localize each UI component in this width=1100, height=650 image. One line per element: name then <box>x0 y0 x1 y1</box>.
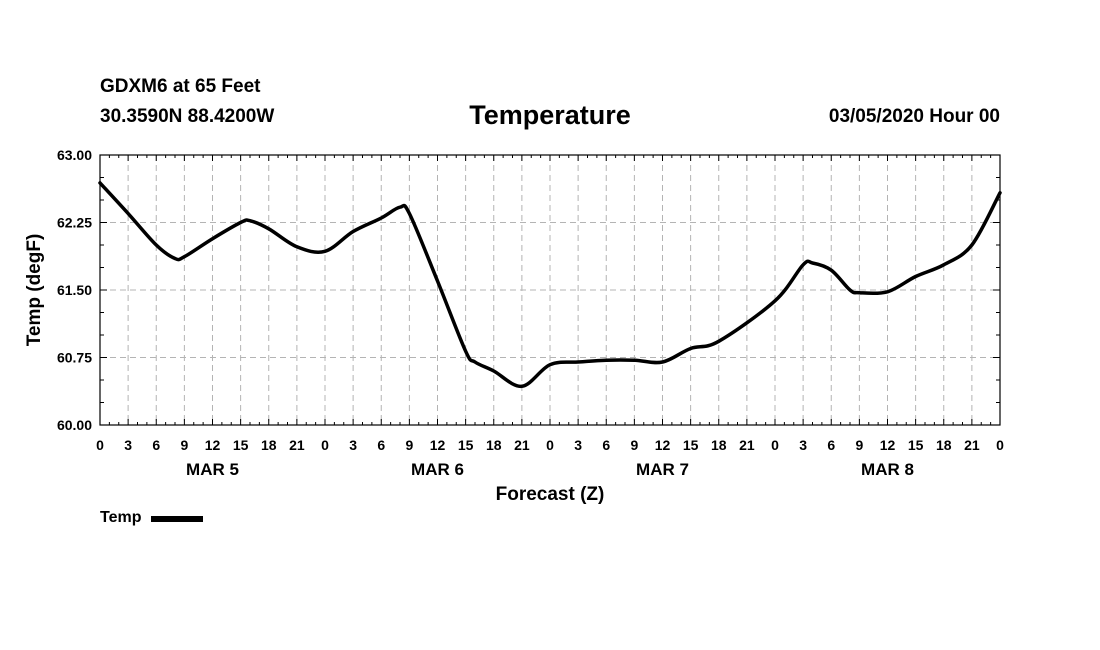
x-tick-label: 21 <box>289 437 305 453</box>
x-tick-label: 6 <box>827 437 835 453</box>
x-tick-label: 3 <box>124 437 132 453</box>
x-tick-label: 18 <box>261 437 277 453</box>
forecast-date-label: 03/05/2020 Hour 00 <box>828 106 1000 127</box>
x-tick-label: 15 <box>683 437 699 453</box>
station-label: GDXM6 at 65 Feet <box>100 76 261 97</box>
x-tick-labels: 0 3 6 9 12 15 18 21 0 3 6 9 12 15 18 21 0 3 6 9 12 15 18 21 0 3 6 9… <box>96 437 1004 453</box>
x-tick-label: 18 <box>711 437 727 453</box>
x-tick-label: 0 <box>546 437 554 453</box>
x-tick-label: 12 <box>205 437 221 453</box>
grid-lines <box>100 155 1000 425</box>
x-tick-label: 21 <box>964 437 980 453</box>
y-tick-label: 62.25 <box>57 215 92 231</box>
day-label: MAR 6 <box>411 460 464 479</box>
x-tick-label: 6 <box>152 437 160 453</box>
y-tick-label: 63.00 <box>57 147 92 163</box>
legend: Temp <box>100 509 204 527</box>
x-tick-label: 9 <box>855 437 863 453</box>
day-label: MAR 5 <box>186 460 239 479</box>
x-tick-label: 3 <box>799 437 807 453</box>
chart-title: Temperature <box>469 100 631 130</box>
day-labels: MAR 5 MAR 6 MAR 7 MAR 8 <box>186 460 914 479</box>
legend-label: Temp <box>100 509 142 526</box>
x-tick-label: 0 <box>771 437 779 453</box>
y-axis-label: Temp (degF) <box>24 234 45 347</box>
x-tick-label: 18 <box>486 437 502 453</box>
day-label: MAR 8 <box>861 460 914 479</box>
x-tick-label: 12 <box>880 437 896 453</box>
x-tick-label: 6 <box>602 437 610 453</box>
x-tick-label: 15 <box>233 437 249 453</box>
day-label: MAR 7 <box>636 460 689 479</box>
x-tick-label: 15 <box>458 437 474 453</box>
y-tick-label: 61.50 <box>57 282 92 298</box>
x-tick-label: 9 <box>405 437 413 453</box>
x-tick-label: 3 <box>574 437 582 453</box>
plot-frame <box>99 154 1001 426</box>
x-tick-label: 0 <box>996 437 1004 453</box>
x-tick-label: 9 <box>630 437 638 453</box>
x-tick-label: 21 <box>739 437 755 453</box>
x-tick-label: 18 <box>936 437 952 453</box>
coordinates-label: 30.3590N 88.4200W <box>100 106 275 127</box>
x-axis-label: Forecast (Z) <box>496 484 605 505</box>
x-tick-label: 9 <box>180 437 188 453</box>
x-tick-label: 3 <box>349 437 357 453</box>
y-tick-labels: 60.00 60.75 61.50 62.25 63.00 <box>57 147 92 433</box>
y-tick-label: 60.75 <box>57 350 92 366</box>
temp-series-line <box>98 181 1002 389</box>
x-tick-label: 12 <box>430 437 446 453</box>
x-tick-label: 21 <box>514 437 530 453</box>
x-tick-label: 0 <box>96 437 104 453</box>
legend-swatch <box>151 516 204 522</box>
x-tick-label: 12 <box>655 437 671 453</box>
x-tick-label: 0 <box>321 437 329 453</box>
y-tick-label: 60.00 <box>57 417 92 433</box>
x-tick-label: 15 <box>908 437 924 453</box>
x-tick-label: 6 <box>377 437 385 453</box>
